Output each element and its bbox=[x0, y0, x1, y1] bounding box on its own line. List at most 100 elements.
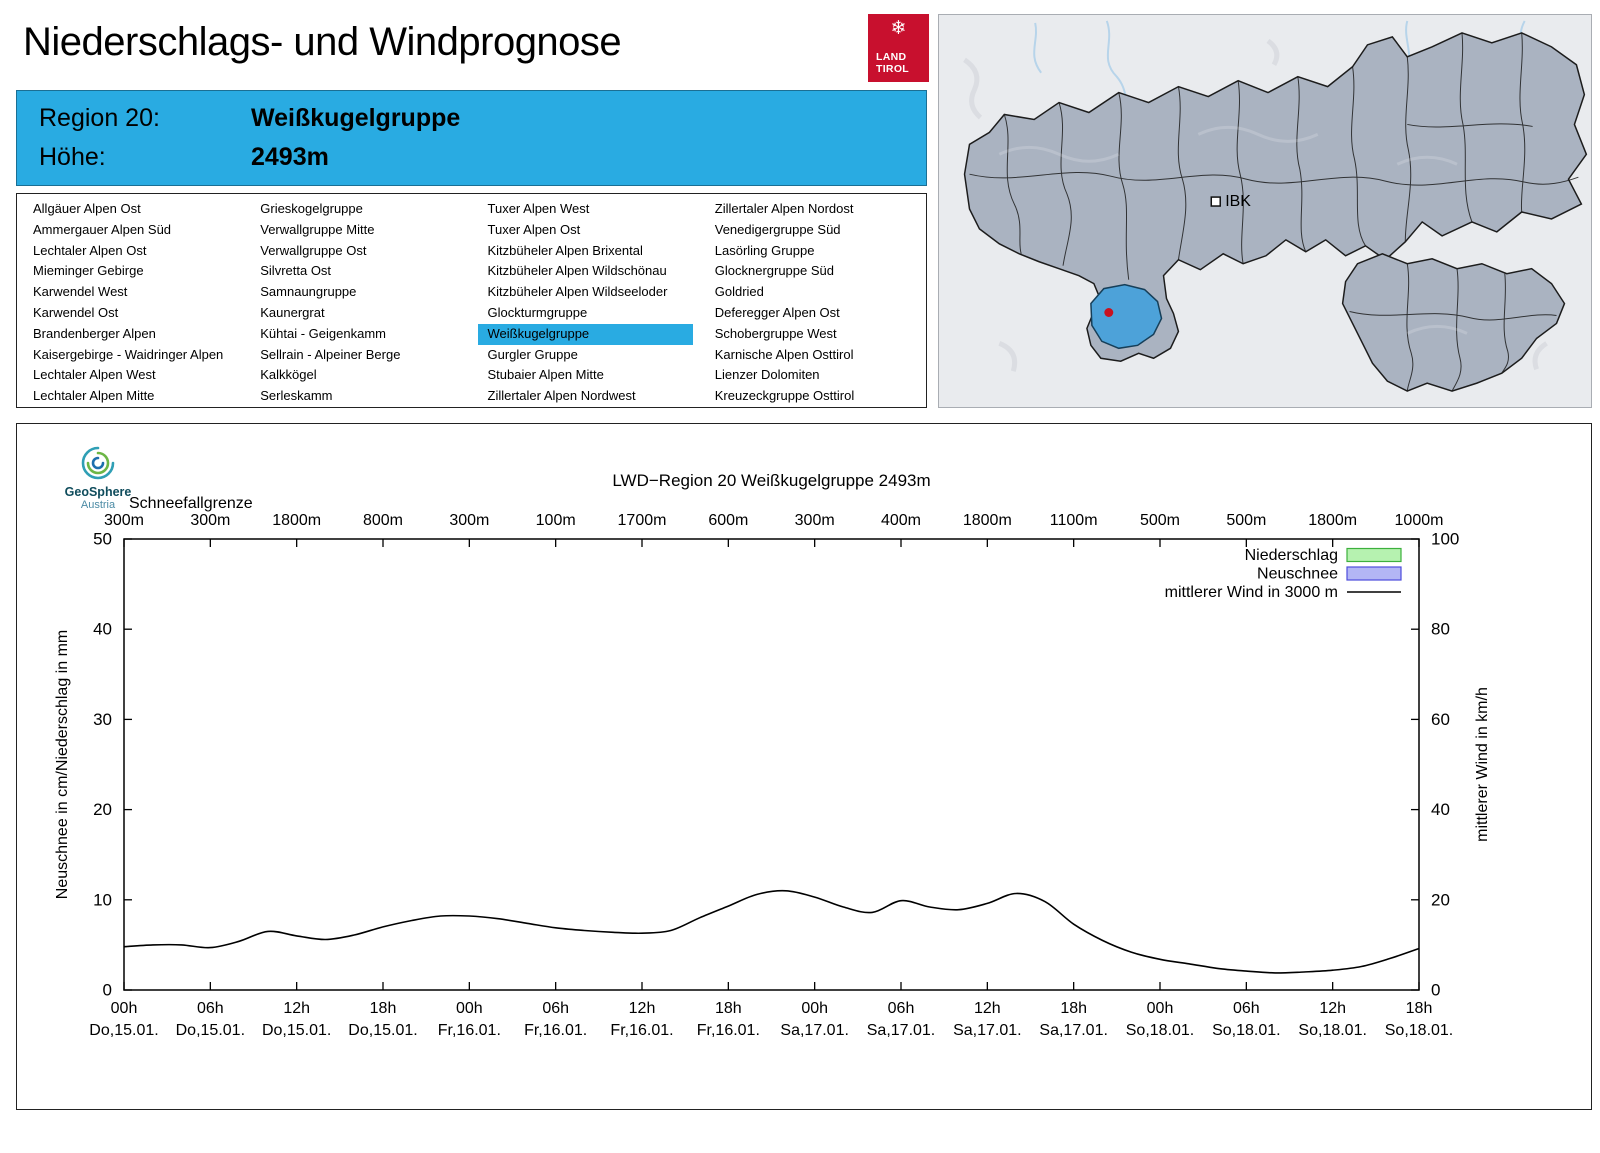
region-item[interactable]: Karwendel Ost bbox=[33, 304, 119, 320]
region-item[interactable]: Ammergauer Alpen Süd bbox=[33, 221, 172, 237]
region-item[interactable]: Brandenberger Alpen bbox=[33, 325, 156, 341]
forecast-chart-panel: LWD−Region 20 Weißkugelgruppe 2493m Schne… bbox=[16, 423, 1592, 1110]
region-item[interactable]: Allgäuer Alpen Ost bbox=[33, 201, 141, 216]
region-item[interactable]: Samnaungruppe bbox=[260, 284, 357, 300]
region-item[interactable]: Lechtaler Alpen Mitte bbox=[33, 388, 155, 404]
x-tick-date: Fr,16.01. bbox=[610, 1022, 673, 1039]
snowfall-limit-value: 1800m bbox=[1308, 512, 1357, 529]
region-column: Grieskogelgruppe Verwallgruppe Mitte Verwa… bbox=[244, 199, 471, 407]
x-tick-date: So,18.01. bbox=[1212, 1022, 1281, 1039]
region-item[interactable]: Kalkkögel bbox=[260, 367, 317, 383]
legend-label: Neuschnee bbox=[1257, 566, 1338, 583]
wind-line bbox=[123, 889, 1420, 974]
tirol-region-map[interactable]: IBK bbox=[938, 14, 1592, 408]
region-item[interactable]: Glockturmgruppe bbox=[487, 304, 588, 320]
region-item[interactable]: Kühtai - Geigenkamm bbox=[260, 325, 386, 341]
legend-swatch bbox=[1346, 547, 1402, 563]
x-tick-time: 06h bbox=[542, 1000, 569, 1017]
x-tick-time: 00h bbox=[456, 1000, 483, 1017]
y-tick-label-right: 60 bbox=[1431, 710, 1450, 729]
region-item[interactable]: Glocknergruppe Süd bbox=[714, 263, 834, 279]
geosphere-icon bbox=[81, 446, 115, 480]
region-item[interactable]: Tuxer Alpen West bbox=[487, 201, 590, 216]
region-column: Tuxer Alpen West Tuxer Alpen Ost Kitzbühel… bbox=[472, 199, 699, 407]
region-item[interactable]: Weißkugelgruppe bbox=[477, 323, 693, 345]
snowfall-limit-value: 400m bbox=[881, 512, 921, 529]
region-value: Weißkugelgruppe bbox=[251, 104, 461, 132]
region-item[interactable]: Deferegger Alpen Ost bbox=[714, 304, 840, 320]
forecast-chart: LWD−Region 20 Weißkugelgruppe 2493m Schne… bbox=[54, 471, 1491, 1039]
snowfall-limit-value: 500m bbox=[1140, 512, 1180, 529]
logo-line1: LAND bbox=[876, 51, 907, 63]
geosphere-logo: GeoSphere Austria bbox=[53, 444, 143, 511]
region-item[interactable]: Gurgler Gruppe bbox=[487, 346, 578, 362]
region-item[interactable]: Lechtaler Alpen West bbox=[33, 367, 156, 383]
region-item[interactable]: Serleskamm bbox=[260, 388, 333, 404]
x-tick-date: Fr,16.01. bbox=[697, 1022, 760, 1039]
region-item[interactable]: Karwendel West bbox=[33, 284, 128, 300]
snowfall-limit-value: 300m bbox=[190, 512, 230, 529]
x-tick-date: Sa,17.01. bbox=[1039, 1022, 1108, 1039]
x-tick-time: 18h bbox=[715, 1000, 742, 1017]
snowfall-limit-value: 1800m bbox=[272, 512, 321, 529]
region-item[interactable]: Kitzbüheler Alpen Wildschönau bbox=[487, 263, 667, 279]
region-item[interactable]: Zillertaler Alpen Nordwest bbox=[487, 388, 636, 404]
x-tick-time: 18h bbox=[1060, 1000, 1087, 1017]
region-item[interactable]: Kitzbüheler Alpen Wildseeloder bbox=[487, 284, 668, 300]
x-tick-time: 00h bbox=[1147, 1000, 1174, 1017]
page-title: Niederschlags- und Windprognose bbox=[23, 20, 622, 64]
region-item[interactable]: Schobergruppe West bbox=[714, 325, 837, 341]
region-item[interactable]: Kreuzeckgruppe Osttirol bbox=[714, 388, 855, 404]
east-region-borders bbox=[1349, 263, 1557, 392]
y-tick-label-right: 20 bbox=[1431, 890, 1450, 909]
east-tirol-regions[interactable] bbox=[1341, 252, 1566, 392]
region-item[interactable]: Goldried bbox=[714, 284, 764, 300]
region-item[interactable]: Lienzer Dolomiten bbox=[714, 367, 820, 383]
right-axis-title: mittlerer Wind in km/h bbox=[1474, 687, 1491, 842]
x-tick-time: 06h bbox=[888, 1000, 915, 1017]
x-tick-date: Fr,16.01. bbox=[524, 1022, 587, 1039]
region-item[interactable]: Silvretta Ost bbox=[260, 263, 332, 279]
x-tick-date: Sa,17.01. bbox=[953, 1022, 1022, 1039]
land-tirol-logo-text: LAND TIROL bbox=[876, 51, 909, 75]
land-tirol-logo: ❄ LAND TIROL bbox=[868, 14, 929, 82]
region-item[interactable]: Zillertaler Alpen Nordost bbox=[714, 201, 854, 216]
ibk-label: IBK bbox=[1225, 193, 1251, 210]
altitude-label: Höhe: bbox=[39, 143, 106, 171]
x-tick-date: Do,15.01. bbox=[89, 1022, 158, 1039]
region-column: Zillertaler Alpen Nordost Venedigergruppe… bbox=[699, 199, 926, 407]
region-item[interactable]: Verwallgruppe Ost bbox=[260, 242, 367, 258]
region-item[interactable]: Verwallgruppe Mitte bbox=[260, 221, 375, 237]
region-item[interactable]: Sellrain - Alpeiner Berge bbox=[260, 346, 401, 362]
left-axis-title: Neuschnee in cm/Niederschlag in mm bbox=[54, 630, 71, 899]
region-item[interactable]: Lechtaler Alpen Ost bbox=[33, 242, 147, 258]
legend-label: mittlerer Wind in 3000 m bbox=[1165, 584, 1338, 601]
terrain-shading bbox=[998, 125, 1468, 335]
region-item[interactable]: Venedigergruppe Süd bbox=[714, 221, 841, 237]
plot-border bbox=[123, 538, 1420, 991]
logo-line2: TIROL bbox=[876, 62, 909, 75]
x-tick-time: 18h bbox=[1406, 1000, 1433, 1017]
y-tick-label-left: 30 bbox=[93, 710, 112, 729]
region-item[interactable]: Kaisergebirge - Waidringer Alpen bbox=[33, 346, 224, 362]
north-tirol-regions[interactable] bbox=[963, 32, 1588, 363]
region-item[interactable]: Kitzbüheler Alpen Brixental bbox=[487, 242, 643, 258]
region-label: Region 20: bbox=[39, 104, 160, 132]
x-tick-date: Do,15.01. bbox=[262, 1022, 331, 1039]
snowflake-icon: ❄ bbox=[890, 18, 907, 39]
x-tick-time: 06h bbox=[1233, 1000, 1260, 1017]
x-tick-time: 12h bbox=[629, 1000, 656, 1017]
region-borders bbox=[969, 32, 1579, 280]
region-item[interactable]: Lasörling Gruppe bbox=[714, 242, 815, 258]
x-tick-time: 18h bbox=[370, 1000, 397, 1017]
region-item[interactable]: Tuxer Alpen Ost bbox=[487, 221, 581, 237]
snowfall-limit-value: 1700m bbox=[618, 512, 667, 529]
region-item[interactable]: Karnische Alpen Osttirol bbox=[714, 346, 854, 362]
region-item[interactable]: Kaunergrat bbox=[260, 304, 325, 320]
selected-region-shape[interactable] bbox=[1090, 283, 1163, 350]
region-item[interactable]: Mieminger Gebirge bbox=[33, 263, 144, 279]
region-item[interactable]: Grieskogelgruppe bbox=[260, 201, 363, 216]
region-item[interactable]: Stubaier Alpen Mitte bbox=[487, 367, 604, 383]
snowfall-limit-value: 300m bbox=[104, 512, 144, 529]
x-tick-time: 06h bbox=[197, 1000, 224, 1017]
